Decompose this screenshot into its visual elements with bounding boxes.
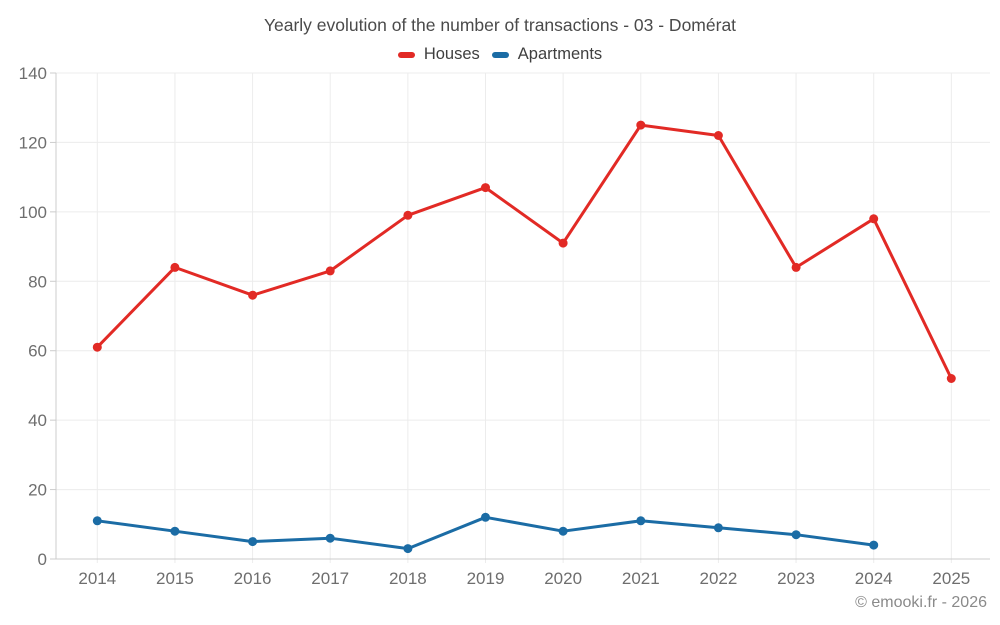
chart-title: Yearly evolution of the number of transa…: [263, 15, 737, 35]
y-tick-label: 120: [19, 133, 47, 152]
houses-data-point[interactable]: [170, 262, 180, 272]
legend-item-houses[interactable]: Houses: [397, 45, 480, 64]
x-tick-label: 2020: [544, 569, 582, 588]
apartments-data-point[interactable]: [713, 523, 723, 533]
x-tick-label: 2015: [156, 569, 194, 588]
x-tick-label: 2017: [311, 569, 349, 588]
legend-label-houses: Houses: [423, 45, 480, 63]
houses-data-point[interactable]: [325, 266, 335, 276]
x-tick-label: 2019: [467, 569, 505, 588]
apartments-series-swatch-icon: [491, 51, 509, 58]
apartments-data-point[interactable]: [481, 512, 490, 522]
x-tick-label: 2024: [855, 569, 893, 588]
chart-legend: Houses Apartments: [0, 45, 1000, 64]
apartments-data-point[interactable]: [791, 530, 801, 540]
x-tick-label: 2025: [932, 569, 970, 588]
y-tick-label: 40: [28, 411, 47, 430]
houses-data-point[interactable]: [791, 262, 801, 272]
apartments-data-point[interactable]: [170, 526, 180, 536]
apartments-data-point[interactable]: [403, 544, 413, 554]
y-tick-label: 80: [28, 272, 47, 291]
apartments-data-point[interactable]: [92, 516, 102, 526]
x-tick-label: 2023: [777, 569, 815, 588]
x-tick-label: 2021: [622, 569, 660, 588]
houses-series-line: [95, 123, 953, 380]
legend-label-apartments: Apartments: [517, 45, 603, 63]
copyright-footer: © emooki.fr - 2026: [855, 594, 987, 611]
x-tick-label: 2018: [389, 569, 427, 588]
x-tick-label: 2016: [234, 569, 272, 588]
houses-series-swatch-icon: [397, 51, 415, 58]
houses-data-point[interactable]: [713, 131, 723, 140]
y-tick-label: 60: [28, 342, 47, 361]
apartments-data-point[interactable]: [869, 540, 879, 550]
y-tick-label: 20: [28, 481, 47, 500]
houses-data-point[interactable]: [481, 183, 490, 193]
x-tick-label: 2022: [700, 569, 738, 588]
houses-data-point[interactable]: [403, 210, 413, 220]
x-tick-label: 2014: [78, 569, 116, 588]
houses-data-point[interactable]: [869, 214, 879, 224]
y-tick-label: 100: [19, 203, 47, 222]
apartments-data-point[interactable]: [248, 537, 258, 547]
y-tick-label: 0: [38, 550, 47, 569]
houses-data-point[interactable]: [558, 238, 568, 248]
apartments-data-point[interactable]: [558, 526, 568, 536]
houses-data-point[interactable]: [946, 374, 956, 383]
apartments-data-point[interactable]: [325, 533, 335, 543]
legend-item-apartments[interactable]: Apartments: [491, 45, 603, 64]
y-tick-label: 140: [19, 64, 47, 83]
houses-data-point[interactable]: [248, 290, 258, 300]
apartments-data-point[interactable]: [636, 516, 646, 526]
houses-data-point[interactable]: [92, 342, 102, 352]
houses-data-point[interactable]: [636, 120, 646, 130]
